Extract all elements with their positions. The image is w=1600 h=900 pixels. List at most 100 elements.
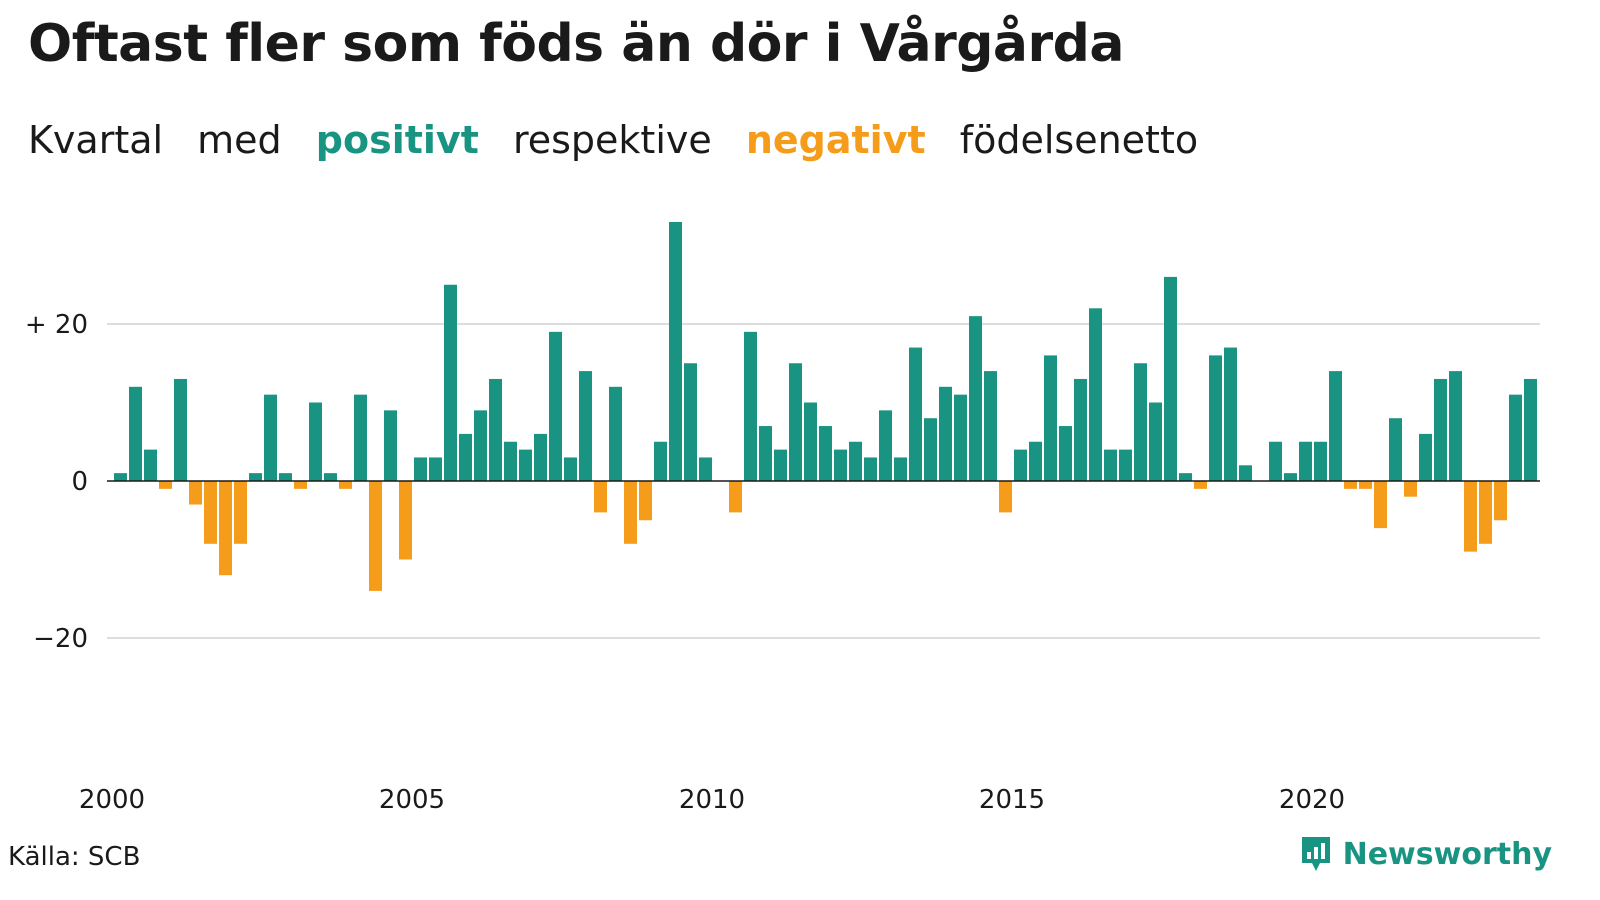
bar-positive <box>1524 378 1537 481</box>
y-tick-label: −20 <box>33 624 88 654</box>
bar-positive <box>534 433 547 481</box>
brand-logo: Newsworthy <box>1299 834 1552 874</box>
bar-positive <box>1104 449 1117 481</box>
bar-positive <box>1269 441 1282 481</box>
bar-positive <box>384 410 397 481</box>
bar-negative <box>1479 481 1492 544</box>
newsworthy-icon <box>1301 837 1330 871</box>
bar-positive <box>774 449 787 481</box>
bar-negative <box>1494 481 1507 521</box>
brand-name: Newsworthy <box>1342 836 1552 872</box>
bar-positive <box>849 441 862 481</box>
bar-positive <box>1029 441 1042 481</box>
bar-negative <box>639 481 652 521</box>
x-tick-label: 2005 <box>379 785 445 815</box>
bar-positive <box>1449 371 1462 481</box>
bar-positive <box>1179 473 1192 481</box>
bar-positive <box>969 316 982 481</box>
source-note: Källa: SCB <box>8 842 141 872</box>
bar-positive <box>669 221 682 481</box>
bar-positive <box>759 426 772 481</box>
bar-positive <box>984 371 997 481</box>
bar-positive <box>579 371 592 481</box>
bar-negative <box>369 481 382 591</box>
bar-positive <box>819 426 832 481</box>
bar-negative <box>1374 481 1387 529</box>
bar-positive <box>864 457 877 481</box>
subtitle-part-3: respektive <box>512 118 712 162</box>
x-tick-label: 2015 <box>979 785 1045 815</box>
bar-positive <box>1209 355 1222 481</box>
bar-positive <box>879 410 892 481</box>
bar-negative <box>399 481 412 560</box>
bar-positive <box>1044 355 1057 481</box>
subtitle-negative-label: negativt <box>745 118 926 162</box>
bar-positive <box>744 331 757 481</box>
bar-negative <box>219 481 232 576</box>
x-tick-label: 2000 <box>79 785 145 815</box>
bar-positive <box>1134 363 1147 481</box>
bar-positive <box>1314 441 1327 481</box>
subtitle-part-1: Kvartal <box>28 118 164 162</box>
bar-positive <box>489 378 502 481</box>
bar-positive <box>459 433 472 481</box>
bar-negative <box>1464 481 1477 552</box>
y-tick-label: + 20 <box>25 310 88 340</box>
y-tick-label: 0 <box>71 467 88 497</box>
bar-positive <box>1089 308 1102 481</box>
bar-positive <box>129 386 142 481</box>
bar-positive <box>1284 473 1297 481</box>
bar-negative <box>729 481 742 513</box>
bar-positive <box>954 394 967 481</box>
bar-positive <box>114 473 127 481</box>
bar-positive <box>1509 394 1522 481</box>
bar-positive <box>324 473 337 481</box>
bar-negative <box>189 481 202 505</box>
bar-negative <box>204 481 217 544</box>
bar-positive <box>564 457 577 481</box>
bar-positive <box>609 386 622 481</box>
bar-positive <box>1239 465 1252 481</box>
bar-positive <box>939 386 952 481</box>
bar-positive <box>144 449 157 481</box>
bar-positive <box>519 449 532 481</box>
bar-positive <box>1074 378 1087 481</box>
bar-negative <box>1194 481 1207 489</box>
bar-negative <box>594 481 607 513</box>
bar-positive <box>1299 441 1312 481</box>
x-tick-label: 2020 <box>1279 785 1345 815</box>
bar-positive <box>654 441 667 481</box>
bar-negative <box>1344 481 1357 489</box>
chart-title: Oftast fler som föds än dör i Vårgårda <box>28 14 1124 74</box>
bar-positive <box>1149 402 1162 481</box>
subtitle-part-4: födelsenetto <box>959 118 1199 162</box>
bar-positive <box>309 402 322 481</box>
bar-positive <box>1389 418 1402 481</box>
bar-positive <box>834 449 847 481</box>
bar-positive <box>1419 433 1432 481</box>
bar-negative <box>1359 481 1372 489</box>
bar-positive <box>414 457 427 481</box>
bar-negative <box>339 481 352 489</box>
bar-positive <box>909 347 922 481</box>
bar-positive <box>474 410 487 481</box>
bar-positive <box>1164 276 1177 481</box>
bar-positive <box>354 394 367 481</box>
bar-positive <box>1224 347 1237 481</box>
bar-positive <box>444 284 457 481</box>
bar-positive <box>789 363 802 481</box>
bar-positive <box>174 378 187 481</box>
bar-positive <box>549 331 562 481</box>
bar-positive <box>804 402 817 481</box>
bar-positive <box>504 441 517 481</box>
bar-positive <box>684 363 697 481</box>
bar-positive <box>264 394 277 481</box>
bar-negative <box>624 481 637 544</box>
bar-positive <box>1434 378 1447 481</box>
x-tick-label: 2010 <box>679 785 745 815</box>
bar-negative <box>159 481 172 489</box>
bar-positive <box>1059 426 1072 481</box>
subtitle-positive-label: positivt <box>315 118 479 162</box>
bar-positive <box>894 457 907 481</box>
chart-subtitle: Kvartal med positivt respektive negativt… <box>28 118 1220 162</box>
